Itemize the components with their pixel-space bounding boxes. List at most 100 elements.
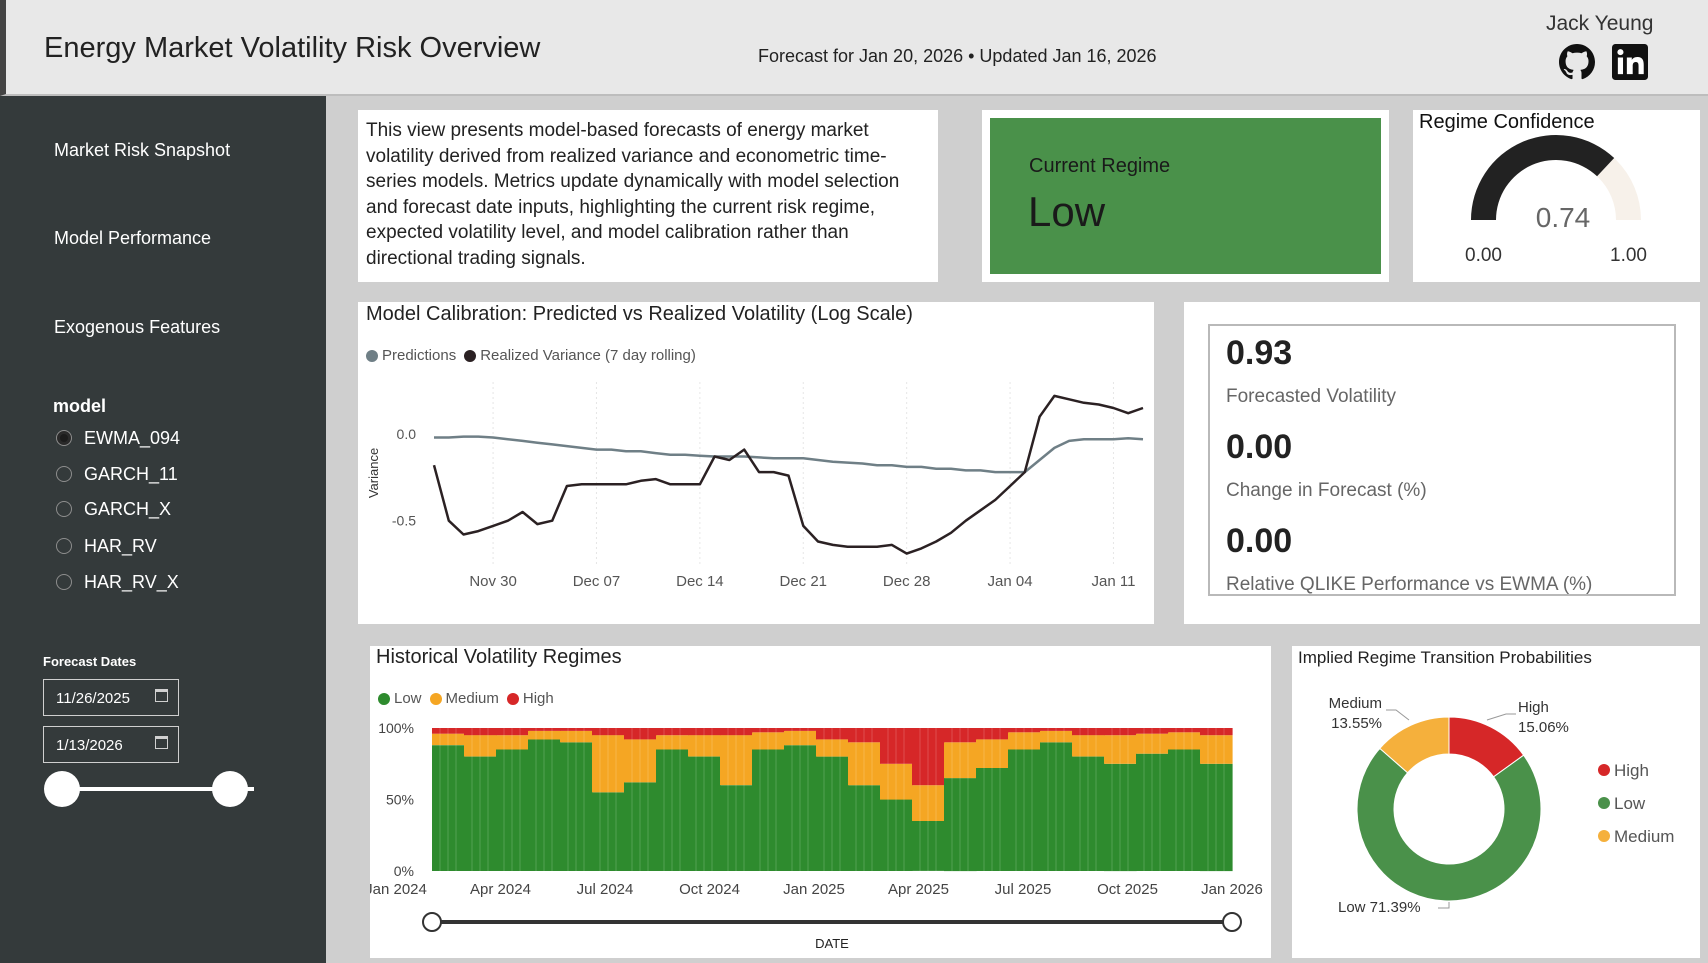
regime-bar-high[interactable] [880,728,913,764]
legend-label-high[interactable]: High [1614,761,1649,780]
legend-item-high[interactable]: High [506,690,554,707]
regime-bar-low[interactable] [752,749,785,872]
regime-bar-medium[interactable] [1040,730,1073,743]
radio-icon[interactable] [56,501,72,517]
legend-item-predictions[interactable]: Predictions [366,347,456,364]
series-line-predictions[interactable] [434,435,1144,474]
nav-market-risk-snapshot[interactable]: Market Risk Snapshot [54,140,231,160]
regime-bar-low[interactable] [624,782,657,871]
regime-bar-medium[interactable] [976,739,1009,768]
model-option-har-rv[interactable]: HAR_RV [56,533,157,559]
regime-bar-medium[interactable] [880,763,913,800]
regime-bar-medium[interactable] [528,730,561,740]
regime-bar-high[interactable] [688,728,721,736]
regime-bar-high[interactable] [720,728,753,736]
calendar-icon[interactable] [155,736,168,749]
donut-slice-low[interactable] [1356,747,1542,902]
date-range-slider-track[interactable] [62,787,254,791]
regime-bar-high[interactable] [976,728,1009,740]
regime-bar-medium[interactable] [624,739,657,783]
regime-bar-high[interactable] [1072,728,1105,736]
regime-bar-high[interactable] [816,728,849,740]
regime-bar-low[interactable] [1072,756,1105,871]
start-date-input[interactable]: 11/26/2025 [43,679,179,716]
regime-bar-high[interactable] [1008,728,1041,733]
legend-item-realized[interactable]: Realized Variance (7 day rolling) [464,347,696,364]
regime-bar-high[interactable] [1136,728,1169,734]
regime-bar-medium[interactable] [944,742,977,779]
radio-selected-icon[interactable] [56,430,72,446]
regime-bar-low[interactable] [656,749,689,872]
regime-bar-low[interactable] [1200,763,1233,872]
regime-bar-medium[interactable] [656,735,689,750]
regime-bar-medium[interactable] [816,739,849,757]
model-option-har-rv-x[interactable]: HAR_RV_X [56,569,179,595]
linkedin-icon[interactable] [1612,44,1648,80]
regime-bar-medium[interactable] [688,735,721,757]
regime-bar-medium[interactable] [464,735,497,757]
regime-bar-medium[interactable] [432,733,465,746]
regime-bar-high[interactable] [848,728,881,743]
regime-bar-low[interactable] [912,820,945,871]
regime-bar-high[interactable] [432,728,465,734]
regime-bar-high[interactable] [1104,728,1137,736]
regime-bar-high[interactable] [784,728,817,731]
regime-bar-low[interactable] [496,749,529,872]
regime-bar-high[interactable] [560,728,593,731]
legend-item-low[interactable]: Low [378,690,422,707]
range-handle-end[interactable] [1222,912,1242,932]
regime-bar-low[interactable] [464,756,497,871]
series-line-realized[interactable] [432,394,1144,555]
regime-bar-high[interactable] [912,728,945,786]
regime-bar-medium[interactable] [592,735,625,793]
regime-bar-medium[interactable] [1072,735,1105,757]
regime-bar-high[interactable] [1200,728,1233,736]
regime-bar-medium[interactable] [912,785,945,821]
regime-bar-low[interactable] [944,778,977,872]
regime-bar-medium[interactable] [560,730,593,743]
regime-bar-low[interactable] [1008,749,1041,872]
regime-bar-low[interactable] [784,745,817,871]
regime-bar-medium[interactable] [1104,735,1137,764]
regime-bar-low[interactable] [976,768,1009,871]
model-option-garch-x[interactable]: GARCH_X [56,496,171,522]
regime-bar-high[interactable] [656,728,689,736]
regime-bar-medium[interactable] [1168,732,1201,750]
end-date-input[interactable]: 1/13/2026 [43,726,179,763]
donut-slice-medium[interactable] [1379,716,1450,774]
radio-icon[interactable] [56,538,72,554]
regime-bar-low[interactable] [816,756,849,871]
regime-bar-medium[interactable] [784,730,817,746]
regime-bar-high[interactable] [1040,728,1073,731]
calendar-icon[interactable] [155,689,168,702]
regime-bar-high[interactable] [944,728,977,743]
legend-label-medium[interactable]: Medium [1614,827,1674,846]
regime-bar-low[interactable] [848,785,881,871]
regime-bar-medium[interactable] [496,735,529,750]
model-option-garch-11[interactable]: GARCH_11 [56,461,178,487]
nav-exogenous-features[interactable]: Exogenous Features [54,317,221,337]
regime-bar-low[interactable] [880,799,913,872]
regime-bar-medium[interactable] [1008,732,1041,750]
regime-bar-high[interactable] [752,728,785,733]
regime-bar-low[interactable] [528,739,561,871]
regime-bar-high[interactable] [528,728,561,731]
regime-bar-high[interactable] [624,728,657,740]
regime-bar-medium[interactable] [848,742,881,786]
legend-item-medium[interactable]: Medium [429,690,499,707]
regime-bar-high[interactable] [464,728,497,736]
regime-bar-medium[interactable] [1136,733,1169,754]
regime-bar-medium[interactable] [752,732,785,750]
regime-bar-low[interactable] [688,756,721,871]
model-option-ewma-094[interactable]: EWMA_094 [56,425,180,451]
radio-icon[interactable] [56,574,72,590]
regime-bar-high[interactable] [496,728,529,736]
regime-bar-low[interactable] [432,745,465,871]
regime-bar-medium[interactable] [1200,735,1233,764]
github-icon[interactable] [1559,44,1595,80]
regime-bar-low[interactable] [1104,763,1137,872]
date-slider-start-handle[interactable] [44,771,80,807]
date-slider-end-handle[interactable] [212,771,248,807]
regime-bar-low[interactable] [1040,742,1073,871]
nav-model-performance[interactable]: Model Performance [54,228,212,248]
